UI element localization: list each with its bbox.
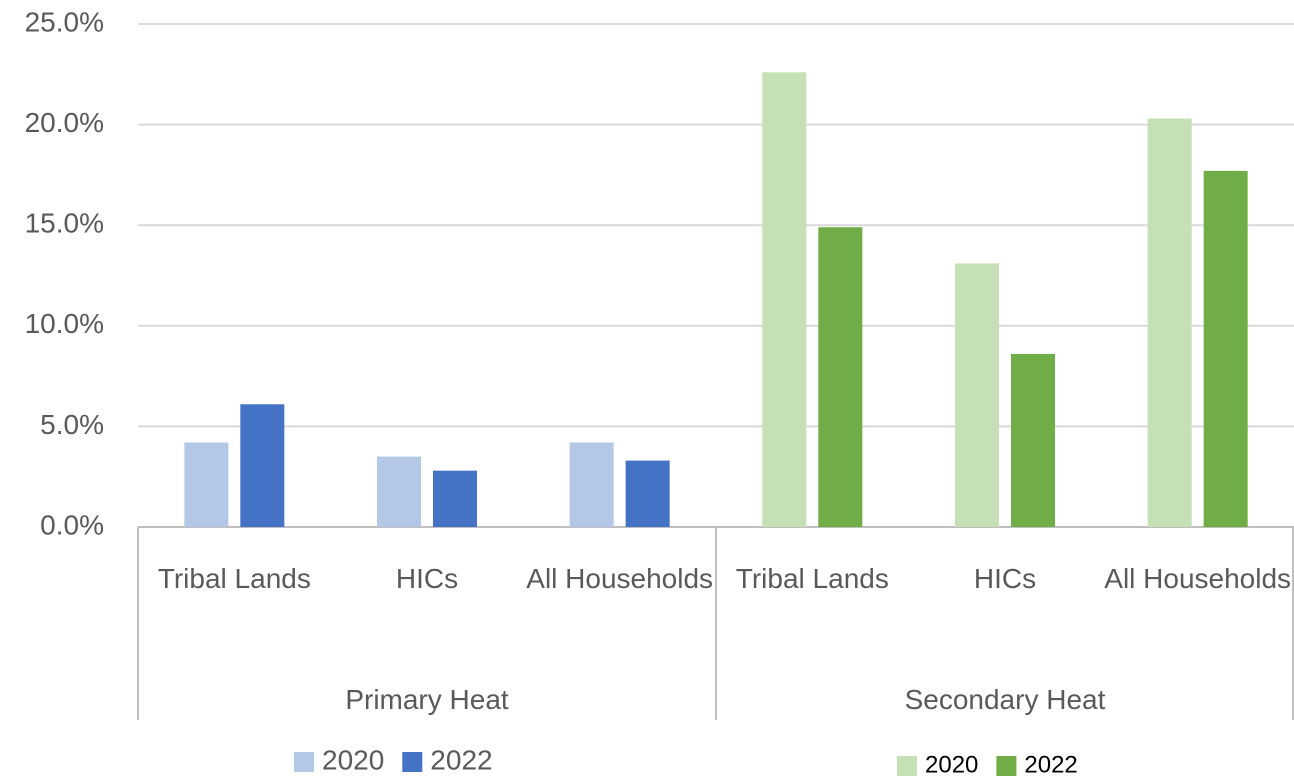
y-tick-label: 25.0% (25, 6, 104, 37)
bar (433, 470, 477, 527)
bar (625, 460, 670, 527)
y-tick-label: 0.0% (40, 509, 104, 540)
bar (818, 227, 863, 527)
group-label: Primary Heat (345, 684, 509, 715)
y-tick-label: 20.0% (25, 107, 104, 138)
x-tick-label: Tribal Lands (157, 563, 311, 594)
group-label: Secondary Heat (904, 684, 1106, 715)
legend-swatch (897, 756, 917, 776)
legend-label: 2020 (322, 744, 384, 775)
y-tick-label: 15.0% (25, 208, 104, 239)
bar (955, 263, 999, 527)
bar (1011, 353, 1055, 527)
bar (240, 404, 285, 527)
legend-swatch (996, 756, 1017, 776)
y-tick-label: 10.0% (25, 308, 104, 339)
y-tick-label: 5.0% (40, 409, 104, 440)
legend-swatch (294, 752, 314, 772)
legend-label: 2022 (1024, 751, 1077, 778)
bar (1203, 170, 1248, 527)
x-tick-label: HICs (973, 563, 1037, 594)
bar (1147, 118, 1192, 528)
bar (762, 72, 807, 528)
x-tick-label: All Households (1104, 563, 1292, 594)
x-tick-label: All Households (526, 563, 714, 594)
bar (377, 456, 421, 527)
bar (569, 442, 614, 527)
legend-label: 2022 (430, 744, 492, 775)
x-tick-label: HICs (395, 563, 459, 594)
legend-label: 2020 (925, 751, 978, 778)
bar (184, 442, 229, 527)
x-tick-label: Tribal Lands (735, 563, 889, 594)
legend-swatch (402, 752, 423, 772)
